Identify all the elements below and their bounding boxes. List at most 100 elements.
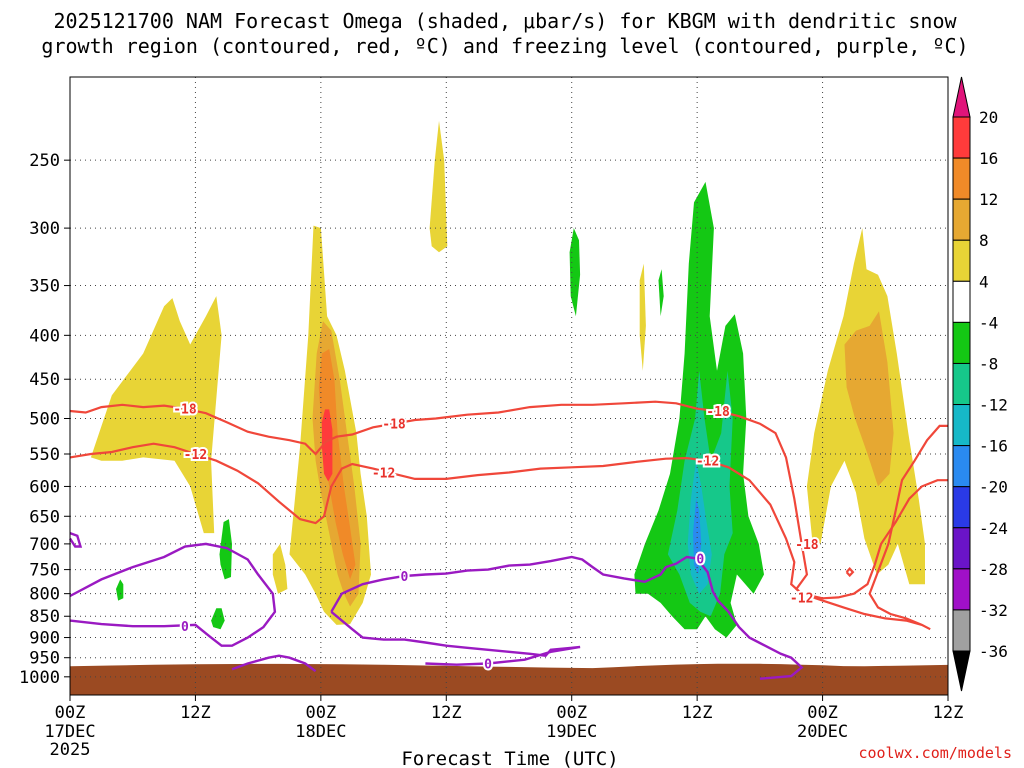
- colorbar-tick-label: -24: [979, 519, 1008, 538]
- x-tick-date: 17DEC: [44, 722, 95, 742]
- colorbar-band: [952, 157, 971, 200]
- dgz-contour--12: [69, 442, 948, 600]
- y-tick-label: 650: [29, 507, 60, 527]
- y-axis-pressure-ticks: 2503003504004505005506006507007508008509…: [19, 151, 70, 688]
- x-tick-label: 12Z: [933, 703, 964, 723]
- colorbar-band: [952, 198, 971, 241]
- colorbar-tick-label: -20: [979, 478, 1008, 497]
- freezing-contour: [68, 531, 83, 548]
- colorbar-bottom-arrow: [952, 650, 971, 692]
- dgz-contour-label: -12: [372, 467, 395, 482]
- plot-frame: [69, 76, 949, 696]
- y-tick-label: 900: [29, 629, 60, 649]
- colorbar-tick-label: -32: [979, 601, 1008, 620]
- chart-title-line1: 2025121700 NAM Forecast Omega (shaded, μ…: [53, 9, 957, 33]
- colorbar-tick-label: -36: [979, 642, 1008, 661]
- dgz-contour-label: -18: [795, 538, 819, 553]
- downward-blob-2: [211, 608, 225, 630]
- x-tick-label: 12Z: [431, 703, 462, 723]
- dgz-contour--18: [69, 400, 948, 631]
- x-tick-date: 19DEC: [546, 722, 597, 742]
- colorbar-tick-label: -28: [979, 560, 1008, 579]
- upward-blob-4: [272, 543, 288, 594]
- colorbar-band: [952, 486, 971, 529]
- freezing-contour: [69, 542, 277, 647]
- x-tick-date: 20DEC: [797, 722, 848, 742]
- y-tick-label: 350: [29, 277, 60, 297]
- downward-blob-6-level16: [693, 498, 702, 575]
- downward-blob-4: [569, 228, 581, 317]
- y-tick-label: 850: [29, 607, 60, 627]
- freezing-contour: [330, 555, 804, 680]
- x-axis-label: Forecast Time (UTC): [401, 748, 618, 768]
- y-tick-label: 700: [29, 535, 60, 555]
- colorbar-band: [952, 609, 971, 652]
- x-tick-label: 00Z: [305, 703, 336, 723]
- y-tick-label: 750: [29, 561, 60, 581]
- freezing-contour: [231, 654, 317, 673]
- dendritic-snow-growth-contours: [69, 400, 948, 631]
- colorbar-band: [952, 116, 971, 159]
- colorbar-tick-label: 20: [979, 108, 998, 127]
- downward-blob-3: [116, 579, 124, 601]
- y-tick-label: 600: [29, 477, 60, 497]
- dgz-contour-label: -18: [173, 403, 197, 418]
- dgz-contour-label: -18: [706, 405, 730, 420]
- upward-blob-6-level8: [844, 311, 894, 487]
- upward-blob-3: [429, 120, 448, 253]
- dgz-contour-loop: [845, 566, 855, 578]
- x-tick-label: 00Z: [556, 703, 587, 723]
- colorbar-tick-label: -12: [979, 396, 1008, 415]
- omega-colorbar: 20 16 12 8 4 -4 -8 -12 -16 -20 -24 -28 -32 -36: [952, 76, 1008, 692]
- upward-blob-1: [90, 296, 222, 534]
- freezing-contour-label: 0: [696, 553, 704, 568]
- dgz-contour-label: -12: [790, 591, 813, 606]
- freezing-level-contours: [68, 531, 804, 680]
- x-tick-label: 12Z: [180, 703, 211, 723]
- downward-blob-5: [658, 269, 664, 317]
- freezing-contour: [330, 610, 581, 666]
- x-tick-date: 18DEC: [295, 722, 346, 742]
- chart-title-line2: growth region (contoured, red, ºC) and f…: [41, 34, 968, 58]
- y-tick-label: 450: [29, 370, 60, 390]
- y-tick-label: 950: [29, 649, 60, 669]
- upward-blob-2-level16: [321, 409, 333, 482]
- colorbar-tick-label: 16: [979, 149, 998, 168]
- colorbar-band: [952, 239, 971, 282]
- downward-blob-1: [219, 519, 232, 580]
- y-tick-label: 800: [29, 585, 60, 605]
- freezing-contour-label: 0: [181, 620, 189, 635]
- credit-link[interactable]: coolwx.com/models: [858, 744, 1012, 762]
- y-tick-label: 550: [29, 445, 60, 465]
- upward-blob-2-level12: [318, 349, 356, 580]
- upward-blob-5: [639, 263, 646, 371]
- terrain-fill: [70, 663, 948, 695]
- freezing-contour-label: 0: [484, 658, 492, 673]
- colorbar-band: [952, 362, 971, 406]
- terrain-layer: [70, 663, 948, 695]
- colorbar-band: [952, 321, 971, 364]
- colorbar-band: [952, 404, 971, 447]
- colorbar-top-arrow: [952, 76, 971, 118]
- dgz-contour-label: -12: [696, 455, 719, 470]
- grid-lines: [70, 77, 948, 695]
- colorbar-tick-label: -8: [979, 354, 998, 373]
- y-tick-label: 400: [29, 326, 60, 346]
- x-tick-label: 00Z: [807, 703, 838, 723]
- colorbar-band: [952, 445, 971, 488]
- x-tick-label: 12Z: [682, 703, 713, 723]
- x-tick-label: 00Z: [55, 703, 86, 723]
- y-tick-label: 1000: [19, 668, 60, 688]
- contour-labels: -18 -18 -18 -18 -12 -12 -12 -12 0 0 0 0: [171, 401, 821, 675]
- colorbar-band: [952, 280, 971, 323]
- colorbar-tick-label: 8: [979, 231, 989, 250]
- colorbar-tick-label: -4: [979, 313, 998, 332]
- colorbar-tick-label: 4: [979, 272, 989, 291]
- dgz-contour-label: -18: [382, 418, 406, 433]
- colorbar-band: [952, 527, 971, 570]
- y-tick-label: 250: [29, 151, 60, 171]
- omega-shading: [90, 120, 925, 638]
- colorbar-band: [952, 568, 971, 611]
